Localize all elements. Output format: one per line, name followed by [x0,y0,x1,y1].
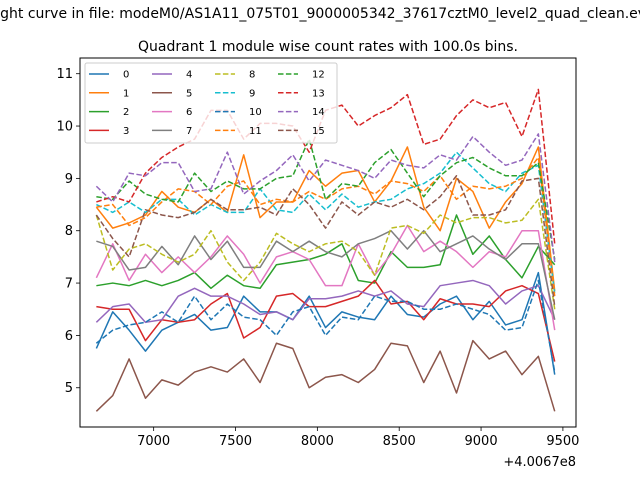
x-tick-label-0: 7000 [137,434,170,449]
legend-label-7: 7 [186,126,192,137]
series-line-4 [95,279,556,324]
legend-label-3: 3 [123,126,129,137]
x-tick-label-3: 8500 [383,434,416,449]
x-tick-label-1: 7500 [219,434,252,449]
legend-label-12: 12 [312,70,325,81]
legend-label-15: 15 [312,126,325,137]
series-line-6 [95,224,556,331]
x-axis-ticks: 7000 7500 8000 8500 9000 9500 [137,427,579,449]
y-tick-label-2: 7 [65,277,73,292]
x-tick-label-2: 8000 [301,434,334,449]
y-tick-label-5: 10 [56,120,73,135]
legend-label-6: 6 [186,107,192,118]
legend-label-13: 13 [312,88,325,99]
legend-label-1: 1 [123,88,129,99]
y-tick-label-3: 8 [65,224,73,239]
legend-label-14: 14 [312,107,325,118]
series-line-10 [95,279,556,373]
legend-label-4: 4 [186,70,192,81]
x-tick-label-5: 9500 [546,434,579,449]
series-line-9 [96,151,556,294]
series-line-0 [95,271,556,375]
x-tick-label-4: 9000 [465,434,498,449]
legend-label-5: 5 [186,88,192,99]
series-line-8 [95,198,556,310]
series-line-1 [95,146,556,291]
series-layer [95,88,556,412]
legend-box [84,62,338,144]
series-line-7 [96,229,556,320]
y-tick-label-1: 6 [65,329,73,344]
legend-label-0: 0 [123,70,129,81]
y-axis-ticks: 5 6 7 8 9 10 11 [56,67,80,396]
series-line-15 [95,175,556,307]
series-line-11 [96,156,556,297]
series-line-12 [96,138,556,260]
x-offset-label: +4.0067e8 [503,455,576,470]
series-line-14 [95,133,556,263]
legend-label-8: 8 [249,70,255,81]
legend-label-2: 2 [123,107,129,118]
y-tick-label-4: 9 [65,172,73,187]
series-line-2 [96,214,556,290]
series-line-3 [96,279,556,362]
legend-label-11: 11 [249,126,262,137]
legend-label-9: 9 [249,88,255,99]
series-line-5 [95,339,556,412]
axes [79,57,577,428]
plot-frame [79,57,577,428]
y-tick-label-6: 11 [56,67,73,82]
figure-suptitle: Light curve in file: modeM0/AS1A11_075T0… [0,6,640,22]
chart-title: Quadrant 1 module wise count rates with … [138,39,518,55]
legend-label-10: 10 [249,107,262,118]
y-tick-label-0: 5 [65,381,73,396]
